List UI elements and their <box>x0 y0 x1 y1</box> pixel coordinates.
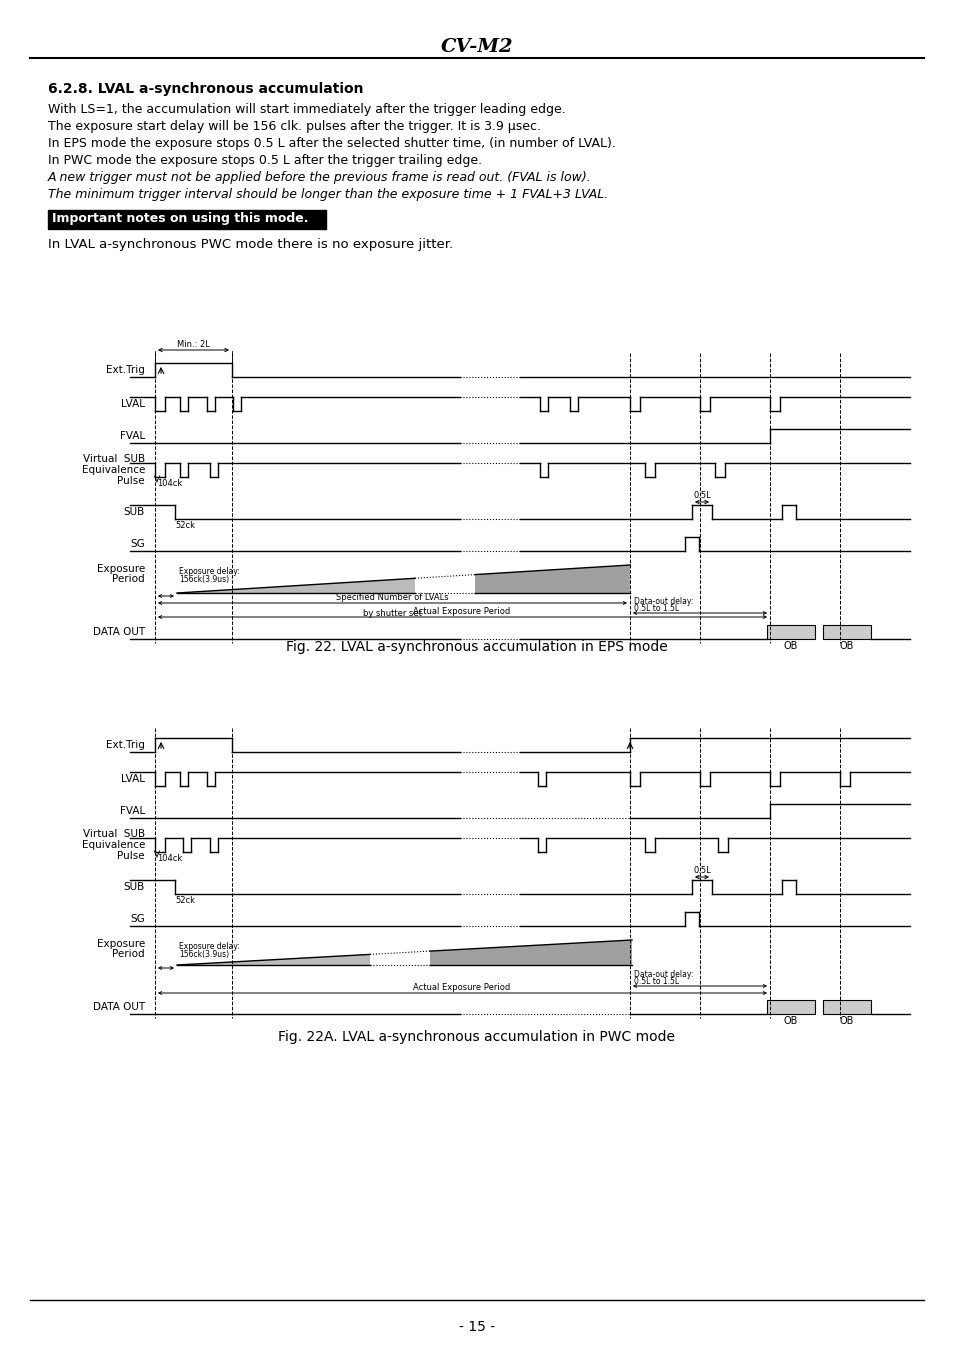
Polygon shape <box>475 565 629 593</box>
Text: by shutter set: by shutter set <box>362 609 421 617</box>
Bar <box>766 1000 814 1015</box>
Text: SUB: SUB <box>124 507 145 517</box>
Text: Specified Number of LVALs: Specified Number of LVALs <box>335 593 448 603</box>
Text: In EPS mode the exposure stops 0.5 L after the selected shutter time, (in number: In EPS mode the exposure stops 0.5 L aft… <box>48 136 616 150</box>
Text: OB: OB <box>839 1016 853 1025</box>
Text: Ext.Trig: Ext.Trig <box>106 740 145 750</box>
Text: In LVAL a-synchronous PWC mode there is no exposure jitter.: In LVAL a-synchronous PWC mode there is … <box>48 238 453 251</box>
Text: DATA OUT: DATA OUT <box>92 1002 145 1012</box>
Text: Important notes on using this mode.: Important notes on using this mode. <box>52 212 308 226</box>
Text: In PWC mode the exposure stops 0.5 L after the trigger trailing edge.: In PWC mode the exposure stops 0.5 L aft… <box>48 154 481 168</box>
Text: LVAL: LVAL <box>121 774 145 784</box>
Text: Exposure: Exposure <box>96 563 145 574</box>
Text: 156ck(3.9us): 156ck(3.9us) <box>179 950 229 959</box>
Text: Data-out delay:: Data-out delay: <box>634 970 693 979</box>
Text: A new trigger must not be applied before the previous frame is read out. (FVAL i: A new trigger must not be applied before… <box>48 172 591 184</box>
Bar <box>822 1000 870 1015</box>
Bar <box>822 626 870 639</box>
Polygon shape <box>430 940 631 965</box>
Bar <box>766 626 814 639</box>
Polygon shape <box>177 578 415 593</box>
Text: OB: OB <box>783 640 798 651</box>
Text: 6.2.8. LVAL a-synchronous accumulation: 6.2.8. LVAL a-synchronous accumulation <box>48 82 363 96</box>
Text: Pulse: Pulse <box>117 851 145 861</box>
Polygon shape <box>177 954 370 965</box>
Text: SUB: SUB <box>124 882 145 892</box>
Text: FVAL: FVAL <box>120 431 145 440</box>
Text: FVAL: FVAL <box>120 807 145 816</box>
Text: Fig. 22. LVAL a-synchronous accumulation in EPS mode: Fig. 22. LVAL a-synchronous accumulation… <box>286 640 667 654</box>
Text: 0.5L to 1.5L: 0.5L to 1.5L <box>634 604 679 613</box>
Text: OB: OB <box>783 1016 798 1025</box>
Text: Actual Exposure Period: Actual Exposure Period <box>413 607 510 616</box>
Text: 156ck(3.9us): 156ck(3.9us) <box>179 576 229 584</box>
Text: 0.5L to 1.5L: 0.5L to 1.5L <box>634 977 679 986</box>
Text: With LS=1, the accumulation will start immediately after the trigger leading edg: With LS=1, the accumulation will start i… <box>48 103 565 116</box>
Text: Pulse: Pulse <box>117 476 145 486</box>
Text: Equivalence: Equivalence <box>82 465 145 476</box>
Text: Fig. 22A. LVAL a-synchronous accumulation in PWC mode: Fig. 22A. LVAL a-synchronous accumulatio… <box>278 1029 675 1044</box>
Text: Equivalence: Equivalence <box>82 840 145 850</box>
Text: Exposure delay:: Exposure delay: <box>179 567 239 576</box>
Bar <box>48 209 326 230</box>
Text: Ext.Trig: Ext.Trig <box>106 365 145 376</box>
Text: Period: Period <box>112 574 145 584</box>
Text: Data-out delay:: Data-out delay: <box>634 597 693 607</box>
Text: - 15 -: - 15 - <box>458 1320 495 1333</box>
Text: Virtual  SUB: Virtual SUB <box>83 830 145 839</box>
Text: OB: OB <box>839 640 853 651</box>
Text: SG: SG <box>131 539 145 549</box>
Text: DATA OUT: DATA OUT <box>92 627 145 638</box>
Text: Exposure delay:: Exposure delay: <box>179 942 239 951</box>
Text: 0.5L: 0.5L <box>693 866 710 875</box>
Text: Min.: 2L: Min.: 2L <box>176 340 210 349</box>
Text: 104ck: 104ck <box>157 480 182 488</box>
Text: CV-M2: CV-M2 <box>440 38 513 55</box>
Text: 104ck: 104ck <box>157 854 182 863</box>
Text: Virtual  SUB: Virtual SUB <box>83 454 145 463</box>
Text: The exposure start delay will be 156 clk. pulses after the trigger. It is 3.9 μs: The exposure start delay will be 156 clk… <box>48 120 540 132</box>
Text: LVAL: LVAL <box>121 399 145 409</box>
Text: Exposure: Exposure <box>96 939 145 948</box>
Text: 0.5L: 0.5L <box>693 490 710 500</box>
Text: SG: SG <box>131 915 145 924</box>
Text: 52ck: 52ck <box>174 896 194 905</box>
Text: The minimum trigger interval should be longer than the exposure time + 1 FVAL+3 : The minimum trigger interval should be l… <box>48 188 608 201</box>
Text: Period: Period <box>112 948 145 959</box>
Text: Actual Exposure Period: Actual Exposure Period <box>413 984 510 992</box>
Text: 52ck: 52ck <box>174 521 194 530</box>
